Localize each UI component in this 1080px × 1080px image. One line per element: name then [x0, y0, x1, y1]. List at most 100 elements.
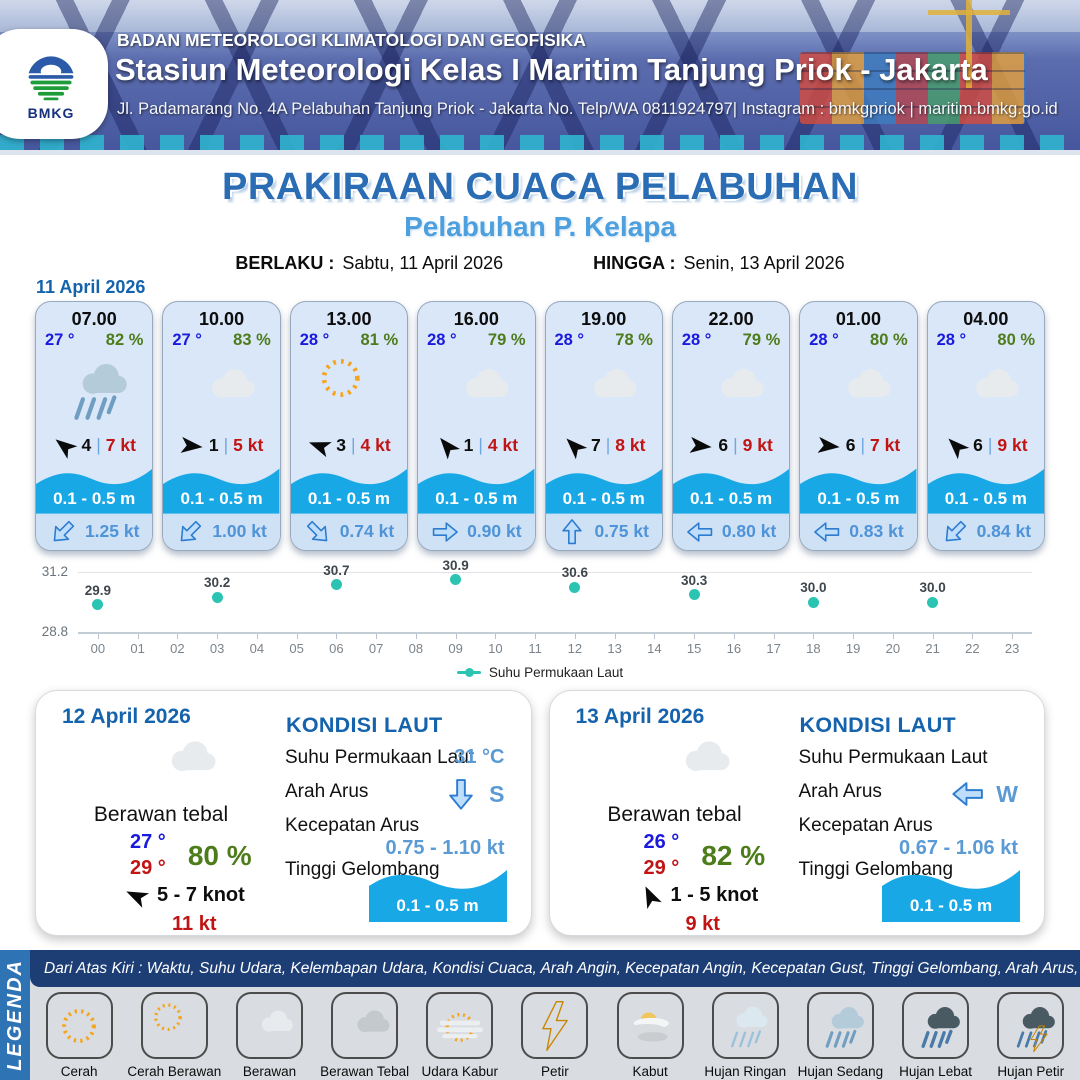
temp-min: 27 ° [130, 831, 166, 853]
chairs-illustration [0, 135, 1080, 150]
x-tick-mark [256, 634, 258, 639]
data-point [927, 596, 939, 608]
wind-speed: 7 [590, 435, 601, 456]
wave-shape [882, 870, 1020, 922]
bmkg-logo-text: BMKG [27, 104, 75, 121]
berawan-icon [642, 725, 750, 801]
current-speed: 0.83 kt [849, 521, 904, 542]
legend-icon-box [426, 992, 494, 1059]
wave-height-band: 0.1 - 0.5 m [163, 461, 280, 514]
berawan-icon [642, 725, 750, 801]
wind-direction-icon [940, 429, 973, 462]
temp-humidity-row: 27 ° 83 % [163, 330, 279, 350]
org-name: BADAN METEOROLOGI KLIMATOLOGI DAN GEOFIS… [117, 30, 586, 50]
current-direction-value: S [444, 777, 505, 811]
hujan-ringan-icon [718, 999, 772, 1053]
time-label: 16.00 [453, 309, 499, 329]
x-tick-mark [892, 634, 894, 639]
cerah-berawan-icon [147, 999, 201, 1053]
berawan-icon [942, 353, 1030, 427]
wave-shape [163, 468, 280, 514]
separator: | [733, 435, 738, 456]
wind-row: 1 | 4 kt [418, 430, 534, 461]
wave-height-value: 0.1 - 0.5 m [435, 488, 518, 508]
gust-value: 8 kt [615, 435, 646, 456]
gust-value: 4 kt [360, 435, 391, 456]
forecast-card: 19.00 28 ° 78 % 7 | 8 kt 0.1 - 0.5 m 0.7… [544, 301, 663, 551]
legend-label: Hujan Lebat [899, 1064, 972, 1079]
data-point [688, 589, 700, 600]
sea-conditions-heading: KONDISI LAUT [799, 713, 956, 737]
x-tick-mark [217, 634, 219, 639]
current-speed-label: Kecepatan Arus [798, 815, 933, 836]
x-tick-mark [853, 634, 855, 639]
x-tick-label: 04 [249, 641, 265, 656]
x-tick-label: 01 [130, 641, 145, 656]
legend-icon-box [806, 992, 874, 1059]
current-speed: 1.00 kt [212, 521, 267, 542]
sst-chart: 31.2 28.8 00 01 02 03 04 05 06 07 08 09 10 11 12 13 14 15… [30, 556, 1050, 666]
x-tick-label: 08 [408, 641, 424, 656]
x-tick-label: 12 [567, 641, 583, 656]
current-direction-label: Arah Arus [285, 781, 369, 802]
humidity-value: 80 % [870, 331, 908, 349]
chart-top-gridline [78, 572, 1032, 573]
legend-sidebar-label: LEGENDA [3, 959, 26, 1071]
wind-row: 3 | 4 kt [291, 430, 407, 461]
wave-height-label: Tinggi Gelombang [285, 859, 440, 880]
berawan-icon [178, 353, 266, 427]
chart-legend-label: Suhu Permukaan Laut [488, 665, 624, 680]
header-illustration [0, 150, 1080, 155]
legend-sidebar: LEGENDA [0, 950, 30, 1080]
data-point-label: 30.6 [561, 565, 589, 580]
separator: | [987, 435, 993, 456]
legend-items-row: Cerah Cerah Berawan Berawan Berawan Teba… [30, 990, 1080, 1080]
gust-value: 9 kt [742, 435, 773, 456]
hingga-group: HINGGA : Senin, 13 April 2026 [593, 253, 844, 274]
temp-humidity-row: 28 ° 80 % [928, 330, 1044, 350]
x-tick-label: 16 [726, 641, 742, 656]
current-speed: 1.25 kt [84, 521, 140, 542]
gust-value: 9 kt [685, 913, 720, 935]
wave-height-band: 0.1 - 0.5 m [290, 461, 408, 514]
wind-row: 6 | 7 kt [800, 430, 916, 461]
data-point-label: 30.3 [680, 572, 708, 588]
legend-icon-box [521, 992, 589, 1059]
weather-icon-slot [800, 350, 916, 430]
temperature-value: 28 ° [554, 331, 585, 349]
legend-label: Berawan Tebal [320, 1064, 410, 1079]
x-tick-label: 18 [806, 641, 821, 656]
wind-speed: 6 [973, 435, 983, 456]
wave-height-label: Tinggi Gelombang [798, 859, 954, 880]
weather-icon-slot [418, 350, 534, 430]
legend-section: LEGENDA Dari Atas Kiri : Waktu, Suhu Uda… [0, 950, 1080, 1080]
forecast-card: 10.00 27 ° 83 % 1 | 5 kt 0.1 - 0.5 m 1.0… [162, 301, 281, 551]
legend-icon-box [711, 992, 779, 1059]
wind-speed: 1 [463, 435, 474, 456]
current-speed: 0.90 kt [467, 521, 522, 542]
x-tick-mark [495, 634, 497, 639]
daily-cards-row: 12 April 2026 Berawan tebal 27 ° 29 ° 80… [35, 690, 1045, 936]
current-speed: 0.74 kt [339, 521, 395, 542]
x-tick-mark [177, 634, 179, 639]
temperature-value: 28 ° [427, 331, 457, 349]
current-row: 0.83 kt [800, 513, 917, 550]
current-speed: 0.75 kt [594, 521, 649, 542]
crane-illustration [928, 10, 1010, 15]
legend-label: Cerah Berawan [127, 1064, 222, 1079]
day1-date-label: 11 April 2026 [36, 277, 146, 297]
legend-label: Udara Kabur [421, 1064, 499, 1079]
separator: | [223, 435, 229, 456]
data-point [211, 591, 223, 603]
wave-shape [290, 468, 408, 514]
wave-height-value: 0.1 - 0.5 m [396, 896, 479, 915]
wave-shape [368, 870, 507, 922]
wind-speed: 6 [845, 435, 856, 456]
wind-direction-icon [688, 433, 714, 457]
station-name: Stasiun Meteorologi Kelas I Maritim Tanj… [115, 52, 988, 87]
x-tick-label: 02 [170, 641, 185, 656]
humidity-value: 80 % [187, 839, 252, 871]
wave-shape [418, 468, 535, 514]
x-tick-mark [932, 634, 934, 639]
wind-speed: 6 [718, 435, 729, 456]
